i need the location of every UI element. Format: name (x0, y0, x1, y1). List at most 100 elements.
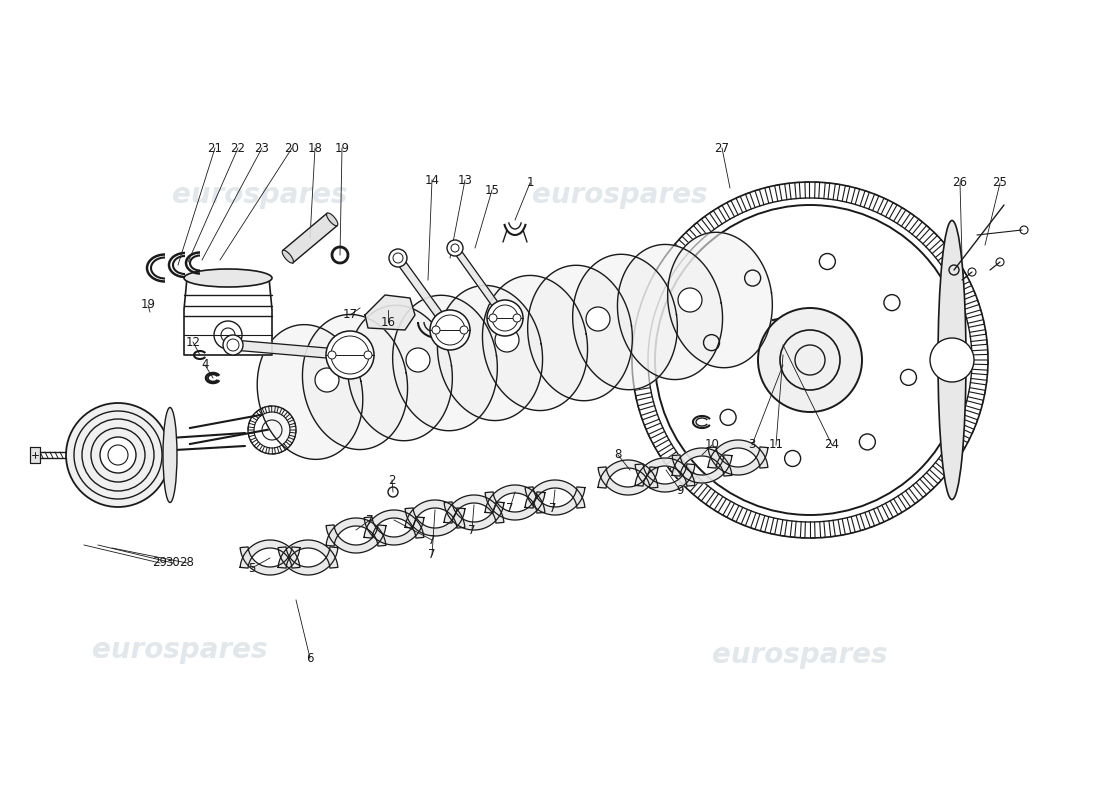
Polygon shape (444, 495, 504, 523)
Polygon shape (395, 256, 453, 332)
Polygon shape (635, 458, 695, 486)
Polygon shape (632, 182, 988, 538)
Polygon shape (257, 325, 363, 459)
Polygon shape (393, 295, 497, 430)
Text: 25: 25 (992, 177, 1008, 190)
Polygon shape (635, 464, 695, 492)
Polygon shape (302, 314, 407, 450)
Polygon shape (672, 448, 732, 476)
Polygon shape (393, 295, 497, 430)
Circle shape (495, 328, 519, 352)
Polygon shape (405, 500, 465, 528)
Text: 5: 5 (249, 562, 255, 574)
Text: 16: 16 (381, 315, 396, 329)
Ellipse shape (327, 213, 338, 226)
Circle shape (678, 288, 702, 312)
Text: 8: 8 (614, 449, 622, 462)
Circle shape (214, 321, 242, 349)
Text: 20: 20 (285, 142, 299, 154)
Polygon shape (617, 245, 723, 379)
Text: 11: 11 (769, 438, 783, 451)
Text: 24: 24 (825, 438, 839, 451)
Text: 10: 10 (705, 438, 719, 451)
Text: 6: 6 (306, 651, 313, 665)
Circle shape (586, 307, 611, 331)
Text: 12: 12 (186, 335, 200, 349)
Text: 29: 29 (153, 557, 167, 570)
Polygon shape (525, 480, 585, 508)
Polygon shape (240, 540, 300, 568)
Polygon shape (302, 314, 407, 450)
Polygon shape (240, 547, 300, 575)
Polygon shape (598, 467, 658, 495)
Polygon shape (525, 487, 585, 515)
Text: 15: 15 (485, 183, 499, 197)
Ellipse shape (163, 407, 177, 502)
Polygon shape (444, 502, 504, 530)
Text: 17: 17 (342, 309, 358, 322)
Text: 7: 7 (366, 514, 374, 526)
Circle shape (490, 314, 497, 322)
Polygon shape (405, 508, 465, 536)
Circle shape (100, 437, 136, 473)
Text: 3: 3 (748, 438, 756, 451)
Text: 19: 19 (334, 142, 350, 154)
Polygon shape (278, 547, 338, 575)
Polygon shape (573, 254, 678, 390)
Text: 27: 27 (715, 142, 729, 154)
Polygon shape (232, 340, 351, 360)
Polygon shape (708, 447, 768, 475)
Polygon shape (668, 232, 772, 368)
Polygon shape (326, 518, 386, 546)
Polygon shape (485, 485, 544, 513)
Text: 4: 4 (201, 358, 209, 371)
Polygon shape (438, 286, 542, 421)
Polygon shape (257, 325, 363, 459)
Circle shape (389, 249, 407, 267)
Polygon shape (483, 275, 587, 410)
Circle shape (406, 348, 430, 372)
Polygon shape (598, 460, 658, 488)
Circle shape (66, 403, 170, 507)
Text: 1: 1 (526, 177, 534, 190)
Polygon shape (364, 510, 424, 538)
Circle shape (447, 240, 463, 256)
Text: 23: 23 (254, 142, 270, 154)
Text: 18: 18 (308, 142, 322, 154)
Circle shape (315, 368, 339, 392)
Polygon shape (672, 455, 732, 483)
Polygon shape (708, 440, 768, 468)
Text: 28: 28 (179, 557, 195, 570)
Circle shape (430, 310, 470, 350)
Polygon shape (452, 246, 508, 320)
Polygon shape (326, 525, 386, 553)
Text: eurospares: eurospares (713, 641, 888, 669)
Polygon shape (573, 254, 678, 390)
Circle shape (326, 331, 374, 379)
Text: 7: 7 (506, 502, 514, 514)
Circle shape (513, 314, 521, 322)
Circle shape (654, 205, 965, 515)
Polygon shape (528, 266, 632, 401)
Circle shape (758, 308, 862, 412)
Polygon shape (30, 447, 40, 463)
Text: 7: 7 (428, 549, 436, 562)
Polygon shape (184, 278, 272, 355)
Text: 30: 30 (166, 557, 180, 570)
Ellipse shape (184, 269, 272, 287)
Text: 22: 22 (231, 142, 245, 154)
Text: eurospares: eurospares (532, 181, 707, 209)
Polygon shape (348, 306, 452, 441)
Text: eurospares: eurospares (92, 636, 267, 664)
Text: 9: 9 (676, 483, 684, 497)
Text: 19: 19 (141, 298, 155, 311)
Ellipse shape (938, 221, 966, 499)
Polygon shape (364, 517, 424, 545)
Text: 14: 14 (425, 174, 440, 186)
Text: eurospares: eurospares (173, 181, 348, 209)
Circle shape (930, 338, 974, 382)
Polygon shape (278, 540, 338, 568)
Polygon shape (365, 295, 415, 330)
Polygon shape (617, 245, 723, 379)
Polygon shape (528, 266, 632, 401)
